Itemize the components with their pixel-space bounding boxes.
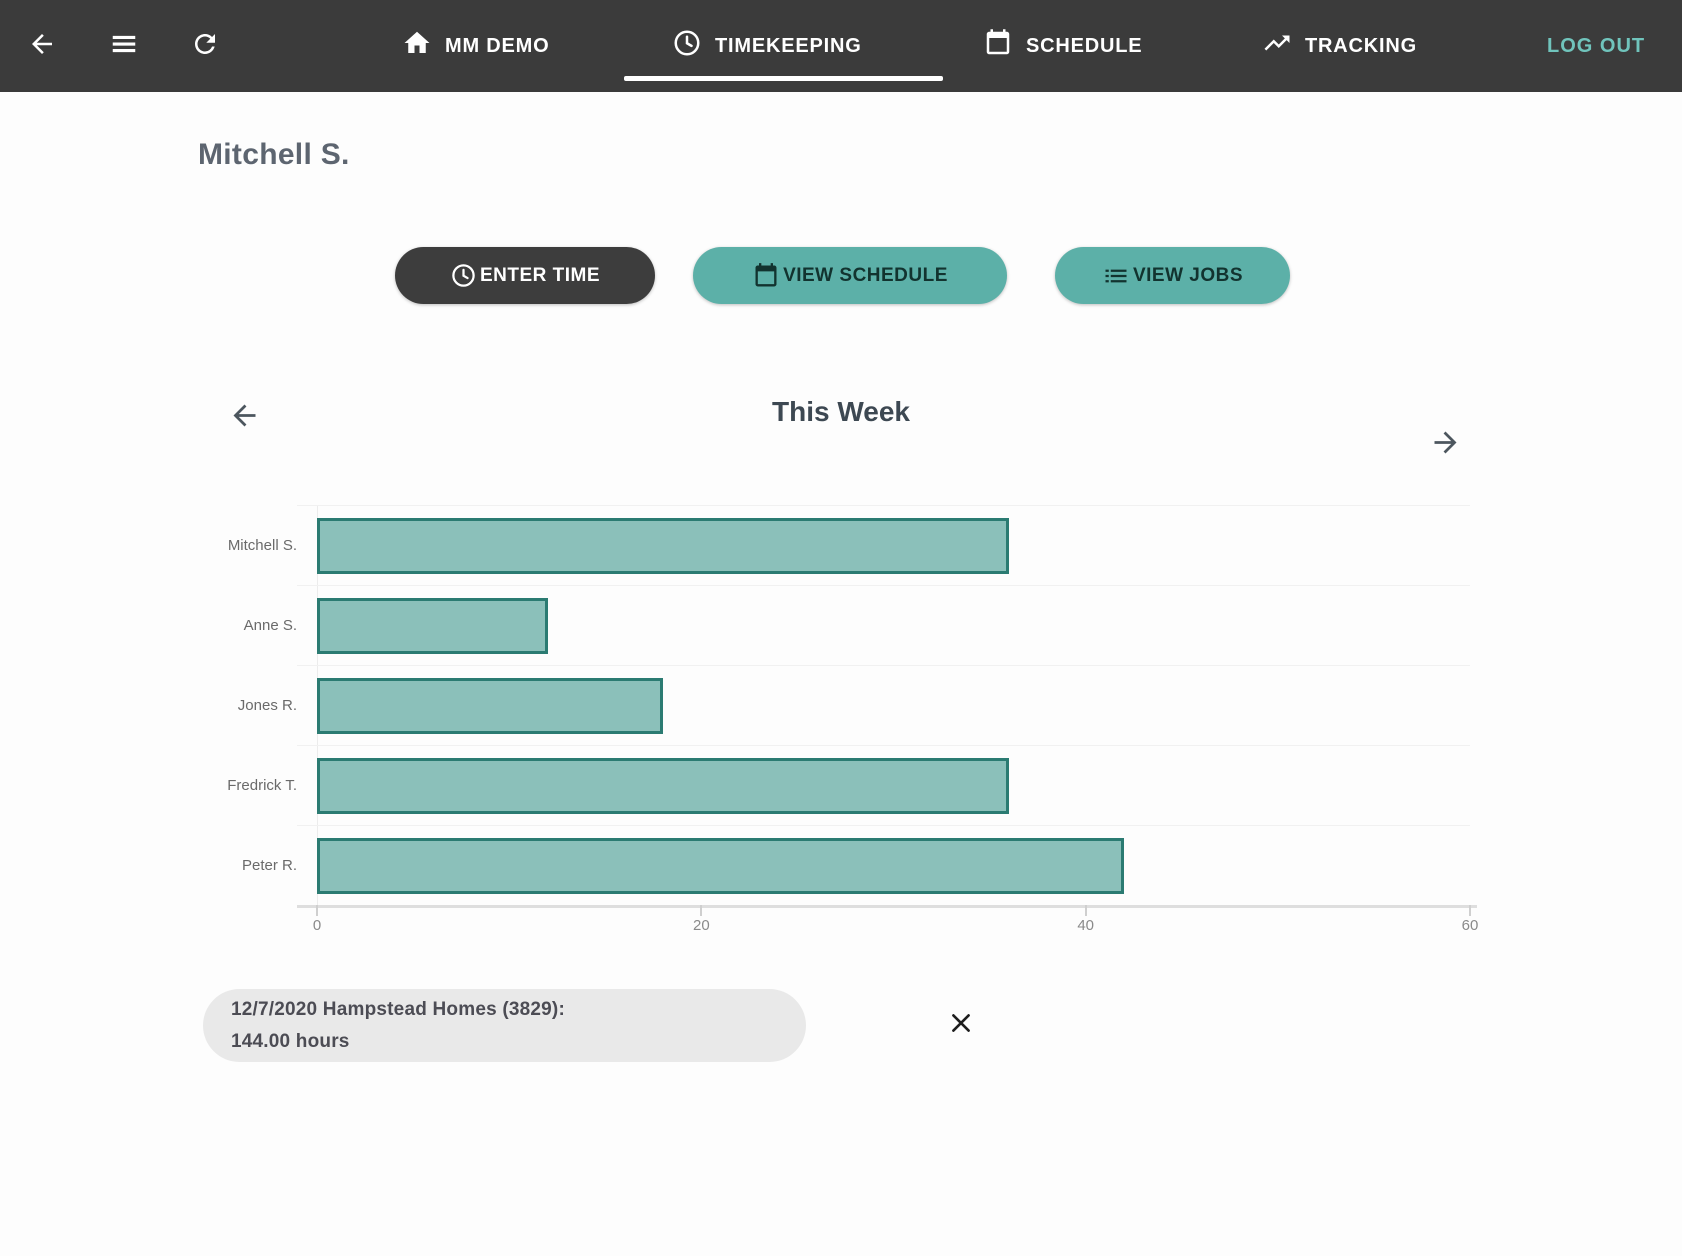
nav-item-tracking[interactable]: TRACKING [1262, 0, 1417, 92]
chart-row [297, 665, 1470, 745]
chart-x-tick [316, 905, 318, 916]
hamburger-menu-icon [109, 29, 139, 64]
refresh-icon [190, 29, 220, 64]
chart-y-axis-labels: Mitchell S. Anne S. Jones R. Fredrick T. Pet… [140, 505, 297, 905]
snackbar-line2: 144.00 hours [231, 1030, 350, 1052]
clock-icon [450, 262, 477, 289]
previous-week-button[interactable] [228, 399, 261, 437]
view-jobs-button[interactable]: VIEW JOBS [1055, 247, 1290, 304]
snackbar-close-button[interactable] [933, 989, 989, 1062]
chart-x-tick-label: 40 [1077, 917, 1094, 934]
back-arrow-icon [27, 29, 57, 64]
back-button[interactable] [16, 0, 68, 92]
menu-button[interactable] [98, 0, 150, 92]
nav-label-tracking: TRACKING [1305, 34, 1417, 57]
next-week-button[interactable] [1429, 426, 1462, 464]
nav-item-schedule[interactable]: SCHEDULE [983, 0, 1142, 92]
enter-time-button[interactable]: ENTER TIME [395, 247, 655, 304]
chart-row [297, 585, 1470, 665]
hours-bar-chart [297, 505, 1470, 905]
nav-label-schedule: SCHEDULE [1026, 34, 1143, 57]
chart-x-tick [1084, 905, 1087, 916]
view-schedule-label: VIEW SCHEDULE [783, 264, 948, 286]
chart-y-label: Anne S. [243, 616, 297, 634]
week-title: This Week [772, 396, 910, 427]
nav-label-mm-demo: MM DEMO [445, 34, 550, 57]
hours-snackbar: 12/7/2020 Hampstead Homes (3829): 144.00… [203, 989, 970, 1062]
chart-x-tick [1469, 905, 1471, 916]
top-nav-bar: MM DEMO TIMEKEEPING SCHEDULE TRACKING LO… [0, 0, 1682, 92]
chart-bar-jones-r[interactable] [317, 678, 663, 734]
enter-time-label: ENTER TIME [479, 264, 601, 286]
chart-y-label: Mitchell S. [227, 536, 297, 554]
view-jobs-label: VIEW JOBS [1132, 264, 1244, 286]
chart-bar-fredrick-t[interactable] [317, 758, 1009, 814]
home-icon [402, 28, 432, 64]
chart-y-label: Jones R. [237, 696, 297, 714]
page-title: Mitchell S. [198, 138, 350, 171]
chart-y-label: Peter R. [241, 856, 297, 874]
chart-bar-peter-r[interactable] [317, 838, 1125, 894]
chart-bar-mitchell-s[interactable] [317, 518, 1009, 574]
chart-row [297, 825, 1470, 905]
arrow-left-icon [228, 404, 261, 436]
active-tab-underline [624, 76, 943, 81]
close-icon [948, 1010, 974, 1041]
clock-icon [672, 28, 702, 64]
logout-button[interactable]: LOG OUT [1547, 0, 1645, 92]
chart-bar-anne-s[interactable] [317, 598, 548, 654]
snackbar-line1: 12/7/2020 Hampstead Homes (3829): [231, 998, 565, 1020]
snackbar-text: 12/7/2020 Hampstead Homes (3829): 144.00… [231, 994, 565, 1058]
calendar-icon [752, 262, 780, 290]
chart-x-axis-line [297, 905, 1477, 908]
chart-x-tick-label: 0 [312, 917, 322, 934]
list-icon [1102, 262, 1130, 290]
arrow-right-icon [1429, 431, 1462, 463]
chart-row [297, 745, 1470, 825]
view-schedule-button[interactable]: VIEW SCHEDULE [693, 247, 1007, 304]
nav-item-mm-demo[interactable]: MM DEMO [402, 0, 549, 92]
nav-item-timekeeping[interactable]: TIMEKEEPING [672, 0, 862, 92]
trending-icon [1262, 28, 1292, 64]
chart-y-label: Fredrick T. [227, 776, 297, 794]
chart-x-tick-label: 60 [1461, 917, 1479, 934]
chart-x-tick-label: 20 [692, 917, 710, 934]
logout-label: LOG OUT [1547, 34, 1646, 57]
calendar-icon [983, 28, 1013, 64]
chart-x-tick [700, 905, 703, 916]
chart-row [297, 505, 1470, 585]
refresh-button[interactable] [179, 0, 231, 92]
nav-label-timekeeping: TIMEKEEPING [715, 34, 862, 57]
